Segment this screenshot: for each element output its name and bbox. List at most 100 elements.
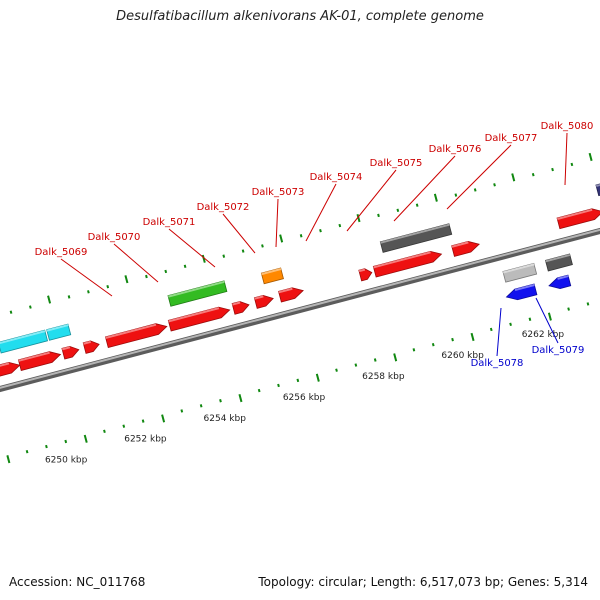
fwd-scale-tick xyxy=(145,274,148,279)
rev-scale-tick xyxy=(373,358,377,362)
fwd-scale-tick xyxy=(531,172,535,177)
feature-fwd1-cds-body xyxy=(556,208,600,230)
rev-scale-tick xyxy=(219,399,222,403)
gene-label-forward: Dalk_5074 xyxy=(305,172,362,242)
feature-fwd2-navy xyxy=(595,183,600,197)
feature-rev1-gray_dark-shine xyxy=(545,253,571,263)
rev-scale-tick xyxy=(83,434,88,443)
gene-label-text: Dalk_5075 xyxy=(370,158,423,169)
fwd-scale-tick xyxy=(454,193,458,197)
gene-features-layer xyxy=(0,183,600,377)
feature-rev1-gray_light xyxy=(502,262,538,283)
gene-label-forward: Dalk_5071 xyxy=(143,217,216,268)
accession-text: Accession: NC_011768 xyxy=(9,575,146,589)
gene-label-reverse: Dalk_5079 xyxy=(532,297,584,356)
map-title: Desulfatibacillum alkenivorans AK-01, co… xyxy=(116,9,484,24)
fwd-scale-tick xyxy=(164,269,168,274)
scale-tick-label: 6250 kbp xyxy=(45,456,88,466)
feature-rev1-gray_dark xyxy=(544,253,573,272)
gene-label-text: Dalk_5078 xyxy=(471,358,524,369)
fwd-scale-tick xyxy=(106,284,110,289)
fwd-scale-tick xyxy=(415,203,419,207)
rev-scale-tick xyxy=(64,439,68,444)
rev-scale-tick xyxy=(586,302,590,306)
gene-label-forward: Dalk_5080 xyxy=(541,121,594,186)
feature-fwd2-gray_dark-shine xyxy=(380,223,450,244)
fwd-scale-tick xyxy=(338,223,342,228)
feature-fwd1-cds xyxy=(231,301,250,315)
gene-label-forward: Dalk_5077 xyxy=(446,133,537,210)
gene-label-forward: Dalk_5070 xyxy=(88,232,159,283)
feature-fwd1-cds-body xyxy=(0,361,21,377)
fwd-scale-tick xyxy=(356,213,361,223)
fwd-scale-tick xyxy=(124,275,129,284)
rev-scale-tick xyxy=(528,317,532,321)
feature-fwd2-cyan xyxy=(46,323,72,341)
feature-fwd1-cds-shine xyxy=(278,287,293,294)
fwd-scale-tick xyxy=(222,254,226,258)
fwd-scale-tick xyxy=(511,173,516,182)
fwd-scale-tick xyxy=(183,264,187,269)
gene-label-leader xyxy=(222,213,256,254)
scale-tick-label: 6254 kbp xyxy=(204,414,247,424)
feature-fwd2-green xyxy=(167,280,228,307)
fwd-scale-tick xyxy=(433,193,438,202)
rev-scale-tick xyxy=(393,353,398,362)
gene-label-leader xyxy=(564,132,568,186)
scale-tick-label: 6252 kbp xyxy=(124,435,167,445)
rev-scale-tick xyxy=(103,429,106,434)
gene-label-text: Dalk_5080 xyxy=(541,121,594,132)
gene-label-text: Dalk_5070 xyxy=(88,232,141,243)
fwd-scale-tick xyxy=(551,167,554,172)
feature-fwd1-cds xyxy=(82,340,100,354)
genome-backbone xyxy=(0,227,600,393)
feature-rev2-blue xyxy=(505,283,538,301)
feature-fwd1-cds-shine xyxy=(232,301,241,306)
feature-fwd2-gray_dark-body xyxy=(379,223,453,253)
fwd-scale-tick xyxy=(87,290,90,294)
rev-scale-tick xyxy=(567,307,570,311)
rev-scale-tick xyxy=(277,383,280,388)
feature-fwd1-cds xyxy=(61,345,80,360)
feature-fwd2-cyan xyxy=(0,329,49,354)
feature-fwd2-orange-shine xyxy=(261,268,282,276)
feature-fwd1-cds xyxy=(167,306,231,332)
scale-ticks-layer: 6250 kbp 6252 kbp 6254 kbp 6256 kbp 6258 kbp… xyxy=(6,152,593,466)
rev-scale-tick xyxy=(412,348,416,352)
fwd-scale-tick xyxy=(9,310,13,314)
feature-fwd1-cds-shine xyxy=(105,323,157,339)
feature-fwd2-cyan-shine xyxy=(0,330,46,345)
feature-rev2-blue xyxy=(548,274,572,289)
gene-label-leader xyxy=(393,155,456,222)
rev-scale-tick xyxy=(122,424,126,428)
rev-scale-tick xyxy=(547,312,552,321)
feature-fwd1-cds-shine xyxy=(18,351,50,362)
rev-scale-tick xyxy=(25,449,29,454)
gene-label-text: Dalk_5069 xyxy=(35,247,88,258)
fwd-scale-tick xyxy=(29,305,32,309)
rev-scale-tick xyxy=(509,322,512,327)
gene-label-forward: Dalk_5072 xyxy=(197,202,256,254)
rev-scale-tick xyxy=(238,393,243,403)
rev-scale-tick xyxy=(6,455,11,464)
rev-scale-tick xyxy=(180,409,184,413)
feature-fwd1-cds xyxy=(253,295,274,309)
feature-fwd2-orange xyxy=(260,267,284,285)
gene-label-leader xyxy=(113,243,159,283)
genome-summary-text: Topology: circular; Length: 6,517,073 bp… xyxy=(258,575,588,589)
fwd-scale-tick xyxy=(377,213,380,218)
gene-label-text: Dalk_5071 xyxy=(143,217,196,228)
fwd-scale-tick xyxy=(570,162,574,167)
feature-fwd1-cds xyxy=(278,287,304,303)
rev-scale-tick xyxy=(45,444,48,449)
gene-label-leader xyxy=(305,183,337,242)
feature-rev1-gray_light-body xyxy=(502,262,538,283)
gene-label-forward: Dalk_5073 xyxy=(252,187,304,248)
fwd-scale-tick xyxy=(588,152,593,162)
feature-fwd2-gray_dark xyxy=(379,223,453,253)
feature-rev1-gray_light-shine xyxy=(502,263,535,274)
rev-scale-tick xyxy=(199,404,203,408)
feature-fwd2-cyan-shine xyxy=(46,324,69,332)
feature-rev2-blue-shine xyxy=(557,275,569,280)
fwd-scale-tick xyxy=(261,244,264,248)
